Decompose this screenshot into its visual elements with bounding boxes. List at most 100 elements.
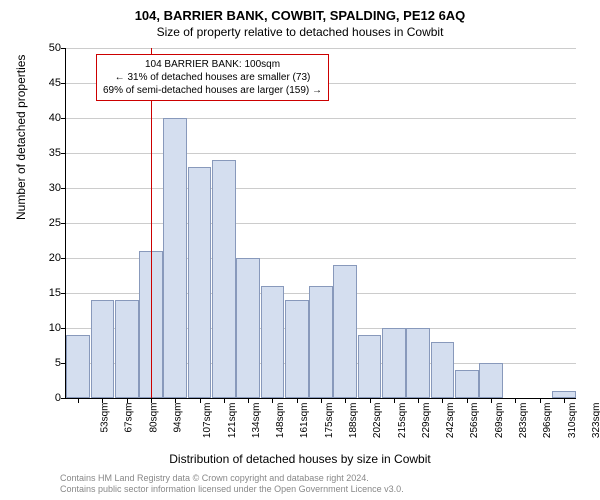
y-axis-title: Number of detached properties [14,55,28,220]
histogram-bar [115,300,139,398]
y-tick [61,118,66,119]
histogram-bar [261,286,285,398]
x-tick-label: 215sqm [397,403,408,439]
y-tick-label: 45 [36,77,61,89]
x-tick-label: 161sqm [300,403,311,439]
histogram-bar [285,300,309,398]
y-tick [61,398,66,399]
histogram-bar [479,363,503,398]
y-tick-label: 30 [36,182,61,194]
x-tick [540,398,541,403]
x-tick [102,398,103,403]
x-tick [564,398,565,403]
x-tick [370,398,371,403]
histogram-bar [333,265,357,398]
histogram-bar [188,167,212,398]
y-tick [61,153,66,154]
x-tick-label: 283sqm [518,403,529,439]
y-tick-label: 40 [36,112,61,124]
histogram-bar [431,342,455,398]
x-tick [297,398,298,403]
histogram-bar [406,328,430,398]
x-tick [418,398,419,403]
histogram-bar [455,370,479,398]
x-tick-label: 67sqm [124,403,135,433]
histogram-bar [91,300,115,398]
x-tick-label: 80sqm [148,403,159,433]
x-tick [200,398,201,403]
annotation-box: 104 BARRIER BANK: 100sqm← 31% of detache… [96,54,329,101]
x-tick [224,398,225,403]
y-tick-label: 10 [36,322,61,334]
x-tick-label: 94sqm [173,403,184,433]
x-tick-label: 256sqm [470,403,481,439]
annotation-line: 69% of semi-detached houses are larger (… [103,84,322,97]
x-tick-label: 323sqm [591,403,600,439]
page-subtitle: Size of property relative to detached ho… [0,23,600,39]
histogram-bar [212,160,236,398]
y-tick [61,258,66,259]
x-tick-label: 188sqm [348,403,359,439]
x-tick-label: 107sqm [202,403,213,439]
plot-region: 0510152025303540455053sqm67sqm80sqm94sqm… [65,48,576,399]
x-tick [491,398,492,403]
x-tick [321,398,322,403]
x-tick [248,398,249,403]
histogram-bar [552,391,576,398]
footer-attribution: Contains HM Land Registry data © Crown c… [60,473,404,496]
x-tick [78,398,79,403]
x-tick-label: 134sqm [251,403,262,439]
footer-line-2: Contains public sector information licen… [60,484,404,496]
x-tick-label: 242sqm [445,403,456,439]
x-tick-label: 269sqm [494,403,505,439]
y-tick [61,48,66,49]
x-tick [127,398,128,403]
x-tick-label: 229sqm [421,403,432,439]
y-tick [61,83,66,84]
gridline [66,118,576,119]
gridline [66,48,576,49]
x-tick-label: 296sqm [542,403,553,439]
y-tick-label: 15 [36,287,61,299]
x-tick [515,398,516,403]
y-tick [61,293,66,294]
histogram-bar [163,118,187,398]
footer-line-1: Contains HM Land Registry data © Crown c… [60,473,404,485]
chart-container: 104, BARRIER BANK, COWBIT, SPALDING, PE1… [0,0,600,500]
x-tick-label: 148sqm [275,403,286,439]
gridline [66,223,576,224]
x-tick [175,398,176,403]
histogram-bar [66,335,90,398]
annotation-line: ← 31% of detached houses are smaller (73… [103,71,322,84]
histogram-bar [236,258,260,398]
x-tick [272,398,273,403]
histogram-bar [309,286,333,398]
page-title: 104, BARRIER BANK, COWBIT, SPALDING, PE1… [0,0,600,23]
histogram-bar [382,328,406,398]
x-tick [151,398,152,403]
chart-area: 0510152025303540455053sqm67sqm80sqm94sqm… [65,48,575,398]
annotation-line: 104 BARRIER BANK: 100sqm [103,58,322,71]
x-tick [345,398,346,403]
y-tick-label: 5 [36,357,61,369]
gridline [66,153,576,154]
y-tick-label: 20 [36,252,61,264]
y-tick-label: 50 [36,42,61,54]
x-tick [394,398,395,403]
y-tick [61,223,66,224]
x-axis-title: Distribution of detached houses by size … [0,452,600,466]
x-tick [442,398,443,403]
gridline [66,188,576,189]
x-tick-label: 121sqm [227,403,238,439]
y-tick [61,328,66,329]
y-tick-label: 25 [36,217,61,229]
y-tick [61,188,66,189]
histogram-bar [358,335,382,398]
x-tick-label: 310sqm [567,403,578,439]
x-tick-label: 202sqm [372,403,383,439]
y-tick-label: 0 [36,392,61,404]
x-tick-label: 53sqm [100,403,111,433]
x-tick-label: 175sqm [324,403,335,439]
x-tick [467,398,468,403]
y-tick-label: 35 [36,147,61,159]
